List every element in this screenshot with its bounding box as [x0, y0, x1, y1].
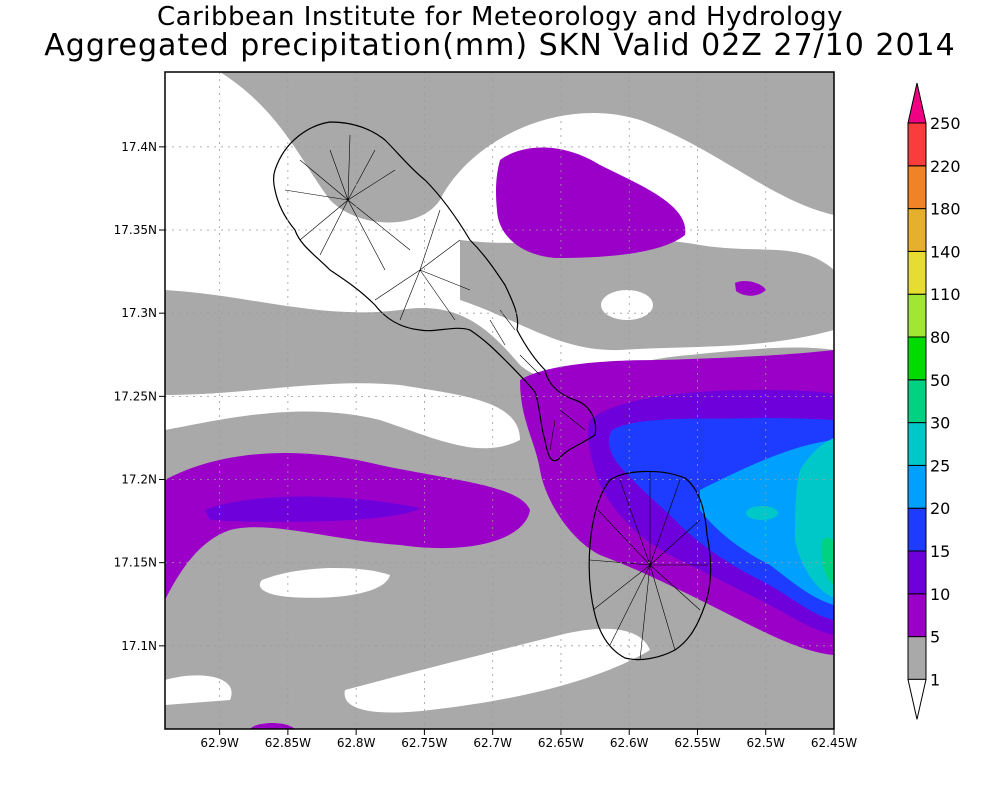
violet-streak-west	[205, 496, 420, 522]
y-tick-label: 17.4N	[121, 140, 157, 154]
chart-title: Caribbean Institute for Meteorology and …	[157, 2, 843, 32]
colorbar-box	[907, 422, 927, 466]
gap-south-left	[259, 568, 390, 598]
y-tick-label: 17.35N	[114, 223, 157, 237]
colorbar-box	[907, 122, 927, 167]
colorbar-label: 20	[930, 499, 950, 518]
gap-southwest	[165, 675, 232, 705]
x-tick-label: 62.6W	[610, 736, 649, 750]
y-tick-label: 17.25N	[114, 389, 157, 403]
colorbar-top-arrow	[907, 82, 927, 124]
st-kitts-outline	[272, 121, 597, 462]
y-axis: 17.4N 17.35N 17.3N 17.25N 17.2N 17.15N 17.1N	[114, 140, 165, 653]
x-tick-label: 62.55W	[674, 736, 720, 750]
colorbar-label: 80	[930, 328, 950, 347]
precip-band-30-50	[821, 537, 834, 585]
x-tick-label: 62.65W	[538, 736, 584, 750]
gap-small-east	[601, 290, 653, 320]
colorbar-label: 220	[930, 157, 961, 176]
y-tick-label: 17.3N	[121, 306, 157, 320]
x-tick-label: 62.75W	[401, 736, 447, 750]
x-tick-label: 62.85W	[265, 736, 311, 750]
colorbar-label: 140	[930, 242, 961, 261]
purple-band-south	[250, 722, 295, 729]
colorbar-box	[907, 250, 927, 295]
y-tick-label: 17.15N	[114, 556, 157, 570]
gray-band-north	[220, 72, 834, 223]
colorbar-box	[907, 636, 927, 680]
x-axis: 62.9W 62.85W 62.8W 62.75W 62.7W 62.65W 62.6W 62…	[200, 729, 857, 750]
purple-band-west	[165, 453, 530, 600]
x-tick-label: 62.5W	[746, 736, 785, 750]
drainage-line	[284, 134, 411, 271]
colorbar-box	[907, 593, 927, 638]
colorbar-box	[907, 293, 927, 338]
colorbar-box	[907, 550, 927, 595]
colorbar-bottom-arrow	[907, 678, 927, 720]
drainage-line	[374, 209, 471, 321]
colorbar-box	[907, 507, 927, 552]
chart-subtitle: Aggregated precipitation(mm) SKN Valid 0…	[44, 28, 956, 63]
st-kitts-drainage	[284, 134, 586, 451]
map-gridlines	[165, 72, 834, 729]
map-frame	[164, 71, 835, 730]
colorbar-label: 1	[930, 670, 940, 689]
drainage-line	[489, 309, 586, 451]
colorbar-box	[907, 379, 927, 424]
island-st-kitts	[272, 121, 597, 462]
colorbar-label: 30	[930, 414, 950, 433]
map-plot-area	[165, 72, 834, 729]
x-tick-label: 62.7W	[473, 736, 512, 750]
x-tick-label: 62.8W	[337, 736, 376, 750]
gap-south-middle	[344, 628, 650, 713]
green-spot	[821, 537, 834, 585]
cyan-spot	[746, 506, 778, 520]
gap-east	[790, 222, 834, 260]
colorbar-box	[907, 336, 927, 381]
gray-band-south	[165, 564, 834, 729]
colorbar-label: 25	[930, 456, 950, 475]
colorbar-label: 10	[930, 585, 950, 604]
colorbar-label: 5	[930, 628, 940, 647]
colorbar-label: 180	[930, 200, 961, 219]
y-tick-label: 17.2N	[121, 473, 157, 487]
colorbar-label: 250	[930, 114, 961, 133]
x-tick-label: 62.9W	[200, 736, 239, 750]
colorbar-label: 110	[930, 285, 961, 304]
purple-cell-small	[735, 280, 766, 296]
colorbar-label: 15	[930, 542, 950, 561]
colorbar-box	[907, 165, 927, 210]
colorbar-label: 50	[930, 371, 950, 390]
colorbar-box	[907, 464, 927, 509]
gray-band-northeast	[460, 239, 834, 351]
colorbar-box	[907, 208, 927, 252]
y-tick-label: 17.1N	[121, 639, 157, 653]
x-tick-label: 62.45W	[811, 736, 857, 750]
precip-gaps	[165, 222, 834, 713]
